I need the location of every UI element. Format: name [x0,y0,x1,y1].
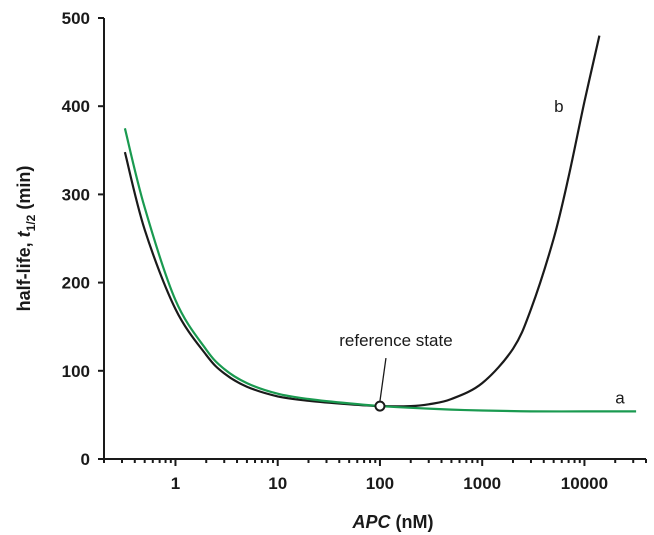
reference-state-marker [374,400,386,412]
y-axis-label-prefix: half-life, [14,237,34,311]
x-tick-label-1: 1 [171,474,180,493]
y-axis-label: half-life, t1/2 (min) [14,166,38,312]
y-tick-label-100: 100 [62,362,90,381]
y-tick-label-400: 400 [62,97,90,116]
x-axis-label: APC (nM) [352,512,434,532]
annotation-layer: reference state [339,331,453,412]
reference-state-label: reference state [339,331,452,350]
y-tick-label-500: 500 [62,9,90,28]
axes [103,18,646,460]
y-tick-label-200: 200 [62,274,90,293]
y-axis-label-italic: t [14,230,34,237]
x-ticks: 1 10 100 1000 10000 [103,459,647,493]
series-label-b: b [554,97,563,116]
x-tick-label-100: 100 [366,474,394,493]
y-tick-label-0: 0 [81,450,90,469]
x-tick-label-10000: 10000 [561,474,608,493]
series-b-line [123,35,601,408]
x-tick-label-1000: 1000 [463,474,501,493]
series-label-a: a [615,388,625,407]
x-axis-label-italic: APC [352,512,392,532]
x-axis-label-rest: (nM) [391,512,434,532]
series-layer: ba [123,35,637,413]
reference-state-pointer [379,357,387,402]
series-a-line [123,128,637,413]
y-ticks: 0 100 200 300 400 500 [62,9,104,469]
x-tick-label-10: 10 [268,474,287,493]
y-axis-label-suffix: (min) [14,166,34,215]
y-tick-label-300: 300 [62,185,90,204]
y-axis-label-subscript: 1/2 [24,214,38,231]
